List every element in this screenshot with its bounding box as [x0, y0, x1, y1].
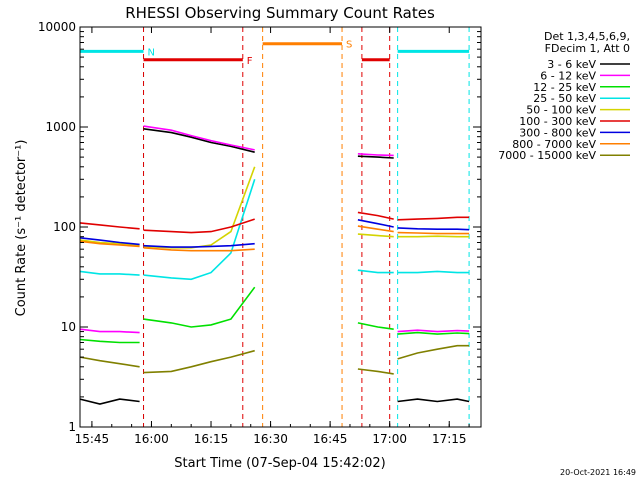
chart-title: RHESSI Observing Summary Count Rates	[125, 4, 435, 22]
series-line-8-segment-3	[397, 344, 470, 360]
series-line-8-segment-0	[79, 356, 140, 368]
series-line-1-segment-3	[397, 329, 470, 333]
series-line-1-segment-2	[357, 153, 394, 157]
series-line-0-segment-2	[357, 155, 394, 159]
axes: 15:45 16:00 16:15 16:30 16:45 17:00 17:15 1 10 10…	[38, 20, 482, 446]
series-line-2-segment-1	[143, 286, 256, 328]
series-line-4-segment-1	[143, 166, 256, 249]
series-line-5-segment-1	[143, 218, 255, 234]
series-line-3-segment-3	[397, 270, 470, 274]
x-tick-label: 15:45	[75, 432, 110, 446]
y-tick-label: 100	[53, 220, 76, 234]
series-line-3-segment-1	[143, 179, 256, 281]
series-line-3-segment-2	[357, 269, 394, 274]
x-tick-label: 16:00	[134, 432, 169, 446]
y-axis-label: Count Rate (s⁻¹ detector⁻¹)	[14, 140, 29, 317]
detector-note-line-1: Det 1,3,4,5,6,9,	[544, 30, 630, 43]
legend-label: 7000 - 15000 keV	[498, 149, 596, 162]
flag-label-S: S	[346, 40, 352, 51]
legend-label: 3 - 6 keV	[547, 58, 596, 71]
series-line-0-segment-1	[143, 128, 255, 153]
legend-label: 12 - 25 keV	[533, 81, 596, 94]
series-line-6-segment-3	[397, 227, 470, 231]
legend-label: 800 - 7000 keV	[512, 138, 596, 151]
flag-label-F: F	[247, 56, 253, 67]
series-line-5-segment-0	[79, 222, 140, 230]
x-tick-label: 17:15	[432, 432, 467, 446]
series-line-4-segment-2	[357, 233, 394, 238]
series-line-6-segment-2	[357, 219, 394, 228]
series-line-7-segment-3	[397, 231, 470, 235]
series-line-4-segment-3	[397, 235, 470, 238]
series-line-4-segment-0	[79, 239, 140, 246]
series-line-2-segment-0	[79, 338, 140, 344]
flag-label-N: N	[148, 47, 155, 58]
series-line-5-segment-3	[397, 216, 470, 221]
series-line-2-segment-2	[357, 322, 394, 330]
x-tick-label: 16:45	[313, 432, 348, 446]
series-lines	[79, 125, 470, 405]
legend-label: 25 - 50 keV	[533, 92, 596, 105]
series-line-6-segment-0	[79, 237, 140, 246]
series-line-3-segment-0	[79, 270, 140, 276]
series-line-6-segment-1	[143, 242, 255, 248]
series-line-8-segment-1	[143, 349, 255, 374]
detector-note-line-2: FDecim 1, Att 0	[545, 42, 630, 55]
legend-label: 50 - 100 keV	[526, 104, 596, 117]
series-line-2-segment-3	[397, 331, 470, 335]
x-tick-label: 16:15	[194, 432, 229, 446]
y-tick-label: 1000	[45, 120, 76, 134]
x-tick-label: 16:30	[253, 432, 288, 446]
series-line-1-segment-1	[143, 125, 255, 151]
y-tick-label: 10	[61, 320, 76, 334]
y-tick-label: 10000	[38, 20, 76, 34]
series-line-0-segment-3	[397, 398, 470, 403]
series-line-7-segment-1	[143, 247, 255, 252]
x-axis-label: Start Time (07-Sep-04 15:42:02)	[174, 456, 385, 471]
series-line-8-segment-2	[357, 368, 394, 375]
series-line-7-segment-2	[357, 225, 394, 233]
x-tick-label: 17:00	[372, 432, 407, 446]
legend-label: 6 - 12 keV	[540, 69, 596, 82]
series-line-5-segment-2	[357, 211, 394, 220]
series-line-7-segment-0	[79, 240, 140, 248]
series-line-0-segment-0	[79, 398, 140, 405]
series-line-1-segment-0	[79, 328, 140, 334]
legend-label: 100 - 300 keV	[519, 115, 596, 128]
plot-frame	[79, 26, 482, 428]
y-tick-label: 1	[68, 420, 76, 434]
legend: Det 1,3,4,5,6,9, FDecim 1, Att 0 3 - 6 k…	[498, 30, 630, 162]
generated-timestamp: 20-Oct-2021 16:49	[560, 468, 636, 477]
legend-label: 300 - 800 keV	[519, 126, 596, 139]
